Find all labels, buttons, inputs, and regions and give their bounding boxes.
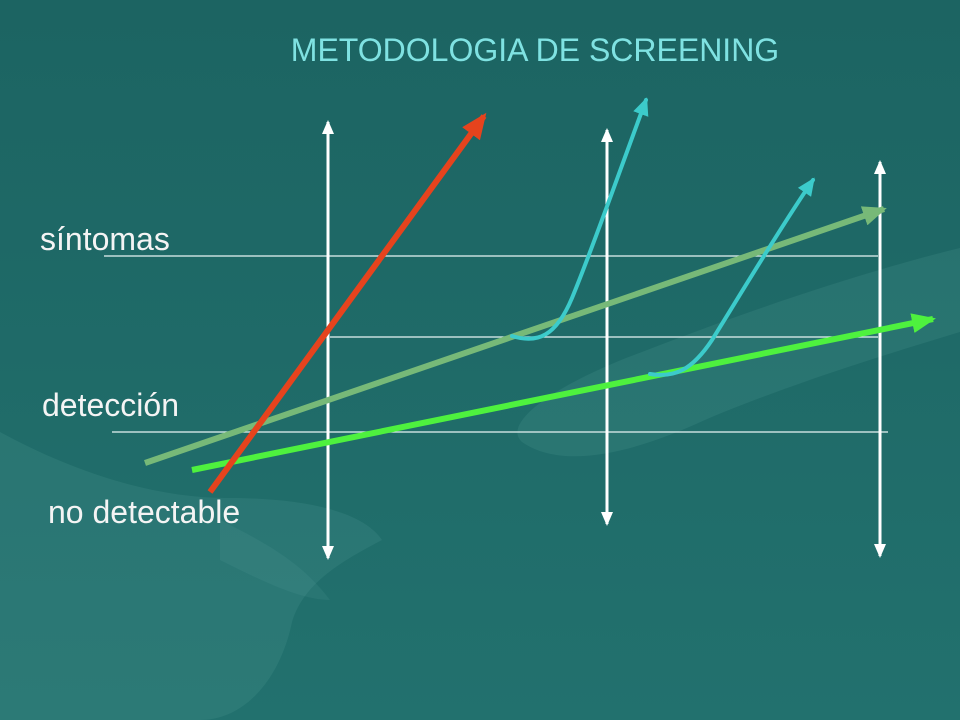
label-detection: detección (42, 387, 179, 423)
label-symptoms: síntomas (40, 221, 170, 257)
fast-progression-arrow (207, 112, 487, 494)
label-undetectable: no detectable (48, 494, 240, 530)
background-right-hand-shape (517, 248, 960, 457)
background-left-hand-shape (0, 432, 382, 720)
background-hands-silhouette (0, 248, 960, 720)
background-finger-shape (220, 520, 330, 600)
accelerating-curve-2 (648, 177, 815, 377)
accelerating-curve-1 (510, 97, 649, 341)
slow-progression-arrow (191, 313, 936, 473)
slide-title: METODOLOGIA DE SCREENING (291, 32, 779, 68)
